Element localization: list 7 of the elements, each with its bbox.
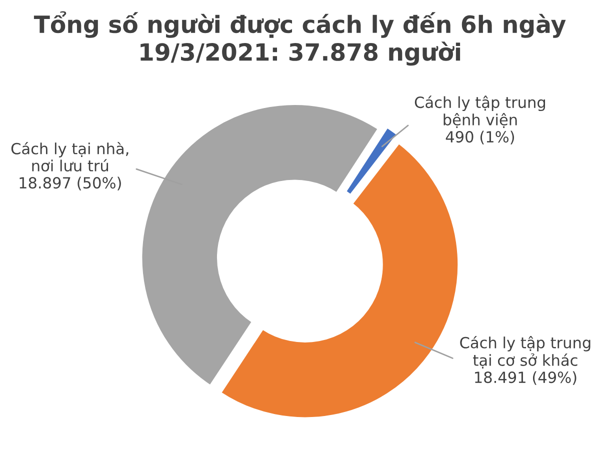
data-label: 490 (1%) xyxy=(446,130,514,144)
data-label: 18.897 (50%) xyxy=(20,176,121,190)
slice-label: Cách ly tại nhà, nơi lưu trú xyxy=(11,142,128,172)
slice-label: Cách ly tập trung bệnh viện xyxy=(414,96,546,128)
chart-title: Tổng số người được cách ly đến 6h ngày 19/3/2021: 37.878 người xyxy=(34,11,566,66)
slice-label: Cách ly tập trung tại cơ sở khác xyxy=(460,336,590,369)
data-label: 18.491 (49%) xyxy=(475,371,576,385)
